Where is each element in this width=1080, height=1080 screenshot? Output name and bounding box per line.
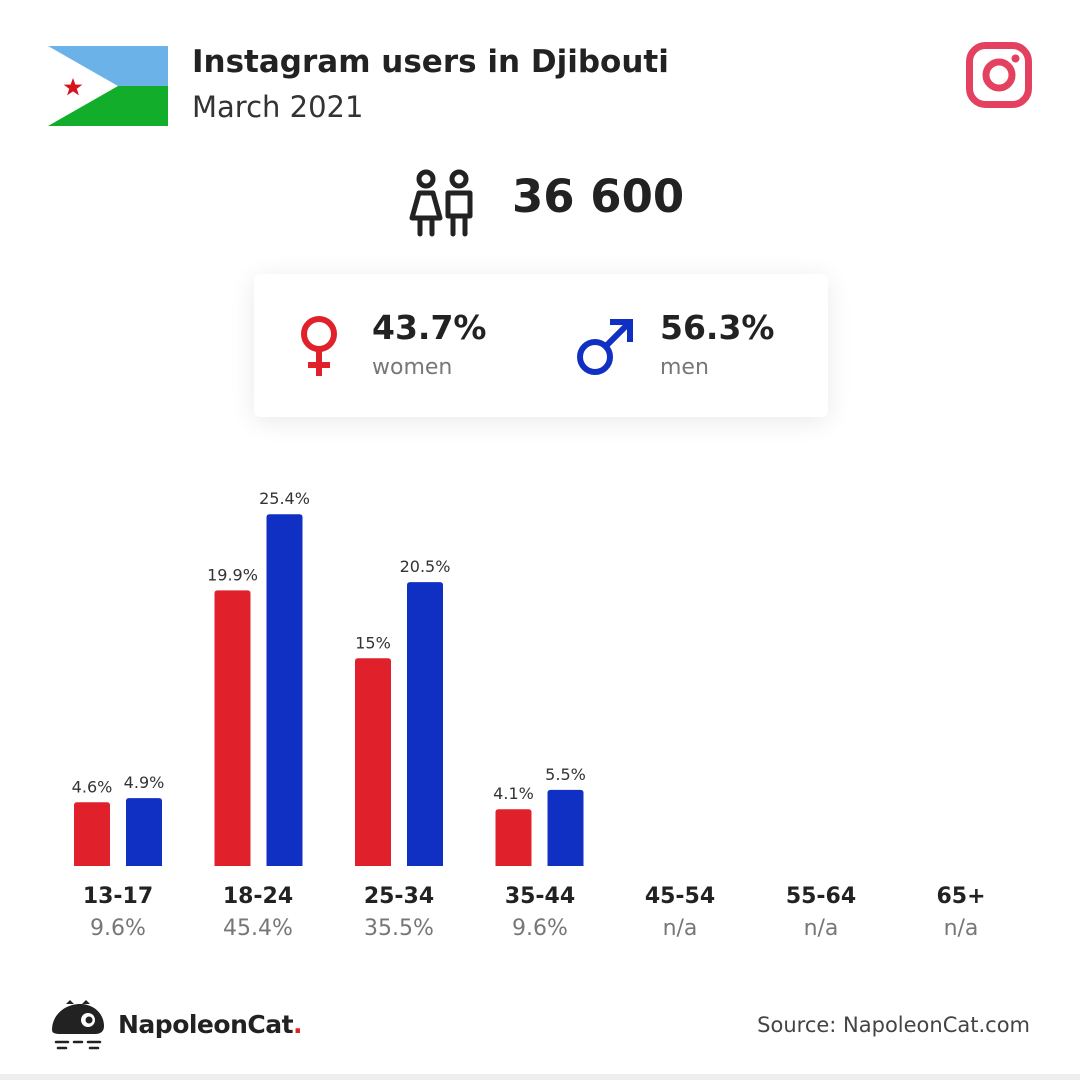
women-label: women bbox=[372, 355, 453, 380]
people-icon bbox=[409, 169, 473, 237]
age-group-share: 9.6% bbox=[90, 916, 146, 941]
brand-name: NapoleonCat bbox=[118, 1010, 294, 1039]
bar-value-label: 4.6% bbox=[72, 777, 113, 796]
female-symbol-icon bbox=[301, 316, 337, 376]
age-group-share: 35.5% bbox=[364, 916, 434, 941]
bar-women-13-17 bbox=[74, 802, 110, 866]
gender-split-card: 43.7% women 56.3% men bbox=[254, 274, 828, 417]
bar-men-18-24 bbox=[266, 514, 303, 866]
page-subtitle: March 2021 bbox=[192, 90, 364, 124]
age-group-label: 45-54 bbox=[644, 884, 716, 909]
bar-women-18-24 bbox=[214, 590, 251, 866]
total-users: 36 600 bbox=[512, 170, 685, 223]
instagram-icon bbox=[966, 42, 1032, 108]
age-group-share: n/a bbox=[803, 916, 839, 941]
age-group-label: 25-34 bbox=[363, 884, 435, 909]
bottom-strip bbox=[0, 1074, 1080, 1080]
bar-men-25-34 bbox=[407, 582, 443, 866]
bar-value-label: 20.5% bbox=[400, 557, 451, 576]
age-group-label: 18-24 bbox=[222, 884, 294, 909]
men-percent: 56.3% bbox=[660, 308, 775, 347]
napoleoncat-brand: NapoleonCat. bbox=[118, 1010, 303, 1039]
age-group-label: 65+ bbox=[936, 884, 986, 909]
bar-men-35-44 bbox=[547, 789, 584, 866]
bar-value-label: 4.9% bbox=[124, 773, 165, 792]
women-percent: 43.7% bbox=[372, 308, 487, 347]
male-symbol-icon bbox=[577, 319, 633, 375]
age-group-share: n/a bbox=[943, 916, 979, 941]
source-note: Source: NapoleonCat.com bbox=[757, 1013, 1030, 1037]
djibouti-flag-icon bbox=[48, 46, 168, 126]
age-gender-bar-chart: 4.6% 4.9% 19.9% 25.4% 15% 20.5% 4.1% 5.5% bbox=[72, 489, 586, 866]
bar-value-label: 5.5% bbox=[545, 765, 586, 784]
bar-women-25-34 bbox=[355, 658, 391, 866]
men-label: men bbox=[660, 355, 709, 380]
age-group-label: 55-64 bbox=[785, 884, 857, 909]
age-group-share: 45.4% bbox=[223, 916, 293, 941]
bar-women-35-44 bbox=[495, 809, 532, 866]
age-group-label: 13-17 bbox=[82, 884, 154, 909]
age-group-share: n/a bbox=[662, 916, 698, 941]
bar-value-label: 19.9% bbox=[207, 565, 258, 584]
bar-value-label: 4.1% bbox=[493, 784, 534, 803]
bar-value-label: 25.4% bbox=[259, 489, 310, 508]
bar-value-label: 15% bbox=[355, 633, 391, 652]
bar-men-13-17 bbox=[126, 798, 162, 866]
age-group-label: 35-44 bbox=[504, 884, 576, 909]
napoleoncat-logo-icon bbox=[52, 1000, 104, 1050]
brand-dot: . bbox=[293, 1010, 303, 1039]
age-group-share: 9.6% bbox=[512, 916, 568, 941]
page-title: Instagram users in Djibouti bbox=[192, 44, 669, 80]
